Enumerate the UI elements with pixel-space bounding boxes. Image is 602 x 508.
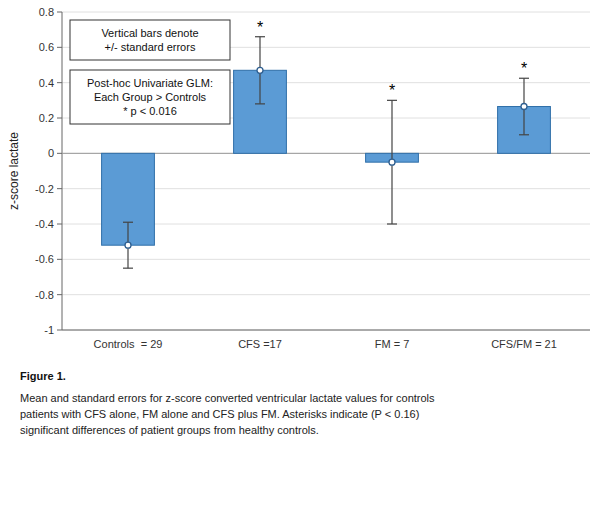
- axis-line: [62, 330, 590, 331]
- point: [521, 104, 527, 110]
- grid-line: [62, 12, 590, 13]
- tick-mark: [57, 118, 62, 119]
- tick-label: -0.6: [35, 253, 54, 265]
- tick-label: 0.6: [39, 41, 54, 53]
- grid: [62, 12, 590, 330]
- tick-label: FM = 7: [375, 338, 410, 350]
- caption: patients with CFS alone, FM alone and CF…: [20, 408, 419, 420]
- significance-label: *: [521, 60, 527, 77]
- tick-mark: [57, 294, 62, 295]
- annotation: Each Group > Controls: [94, 91, 207, 103]
- significance-label: *: [389, 82, 395, 99]
- error-bar: [255, 37, 265, 104]
- annotation-box: Post-hoc Univariate GLM: Each Group > Con…: [70, 70, 230, 124]
- tick-label: -0.4: [35, 218, 54, 230]
- annotation: Post-hoc Univariate GLM:: [87, 77, 213, 89]
- annotation: +/- standard errors: [105, 41, 196, 53]
- point: [125, 242, 131, 248]
- tick-label: CFS =17: [238, 338, 282, 350]
- grid-line: [62, 259, 590, 260]
- axis-label: z-score lactate: [7, 132, 21, 210]
- caption: significant differences of patient group…: [20, 424, 319, 436]
- annotation-frame: [70, 70, 230, 124]
- x-axis: Controls = 29 CFS =17 FM = 7 CFS/FM = 21: [94, 338, 557, 350]
- error-bar: [387, 100, 397, 224]
- annotation: Vertical bars denote: [101, 27, 198, 39]
- annotation: * p < 0.016: [123, 105, 177, 117]
- tick-label: -0.8: [35, 289, 54, 301]
- grid-line: [62, 294, 590, 295]
- tick-label: 0.8: [39, 6, 54, 18]
- tick-label: Controls = 29: [94, 338, 163, 350]
- tick-mark: [57, 224, 62, 225]
- tick-mark: [57, 188, 62, 189]
- tick-label: -0.2: [35, 183, 54, 195]
- point: [389, 159, 395, 165]
- tick-label: 0: [48, 147, 54, 159]
- error-bar: [519, 78, 529, 135]
- plot-area: [62, 12, 590, 330]
- tick-mark: [57, 82, 62, 83]
- tick-mark: [57, 47, 62, 48]
- tick-mark: [57, 259, 62, 260]
- tick-label: -1: [44, 324, 54, 336]
- tick-label: CFS/FM = 21: [491, 338, 557, 350]
- caption: Mean and standard errors for z-score con…: [20, 392, 435, 404]
- annotation-box: Vertical bars denote +/- standard errors: [70, 20, 230, 60]
- point: [257, 67, 263, 73]
- caption-title: Figure 1.: [20, 370, 66, 382]
- tick-mark: [57, 12, 62, 13]
- error-bar: [123, 222, 133, 268]
- axis-line: [62, 12, 63, 330]
- annotation-frame: [70, 20, 230, 60]
- significance-label: *: [257, 19, 263, 36]
- tick-mark: [57, 330, 62, 331]
- tick-mark: [57, 153, 62, 154]
- grid-line: [62, 330, 590, 331]
- tick-label: 0.4: [39, 77, 54, 89]
- y-axis: -1 -0.8 -0.6 -0.4 -0.2 0 0.2 0.4 0.6 0.8: [35, 6, 62, 336]
- tick-label: 0.2: [39, 112, 54, 124]
- chart: -1 -0.8 -0.6 -0.4 -0.2 0 0.2 0.4 0.6 0.8 z-score l…: [0, 0, 602, 508]
